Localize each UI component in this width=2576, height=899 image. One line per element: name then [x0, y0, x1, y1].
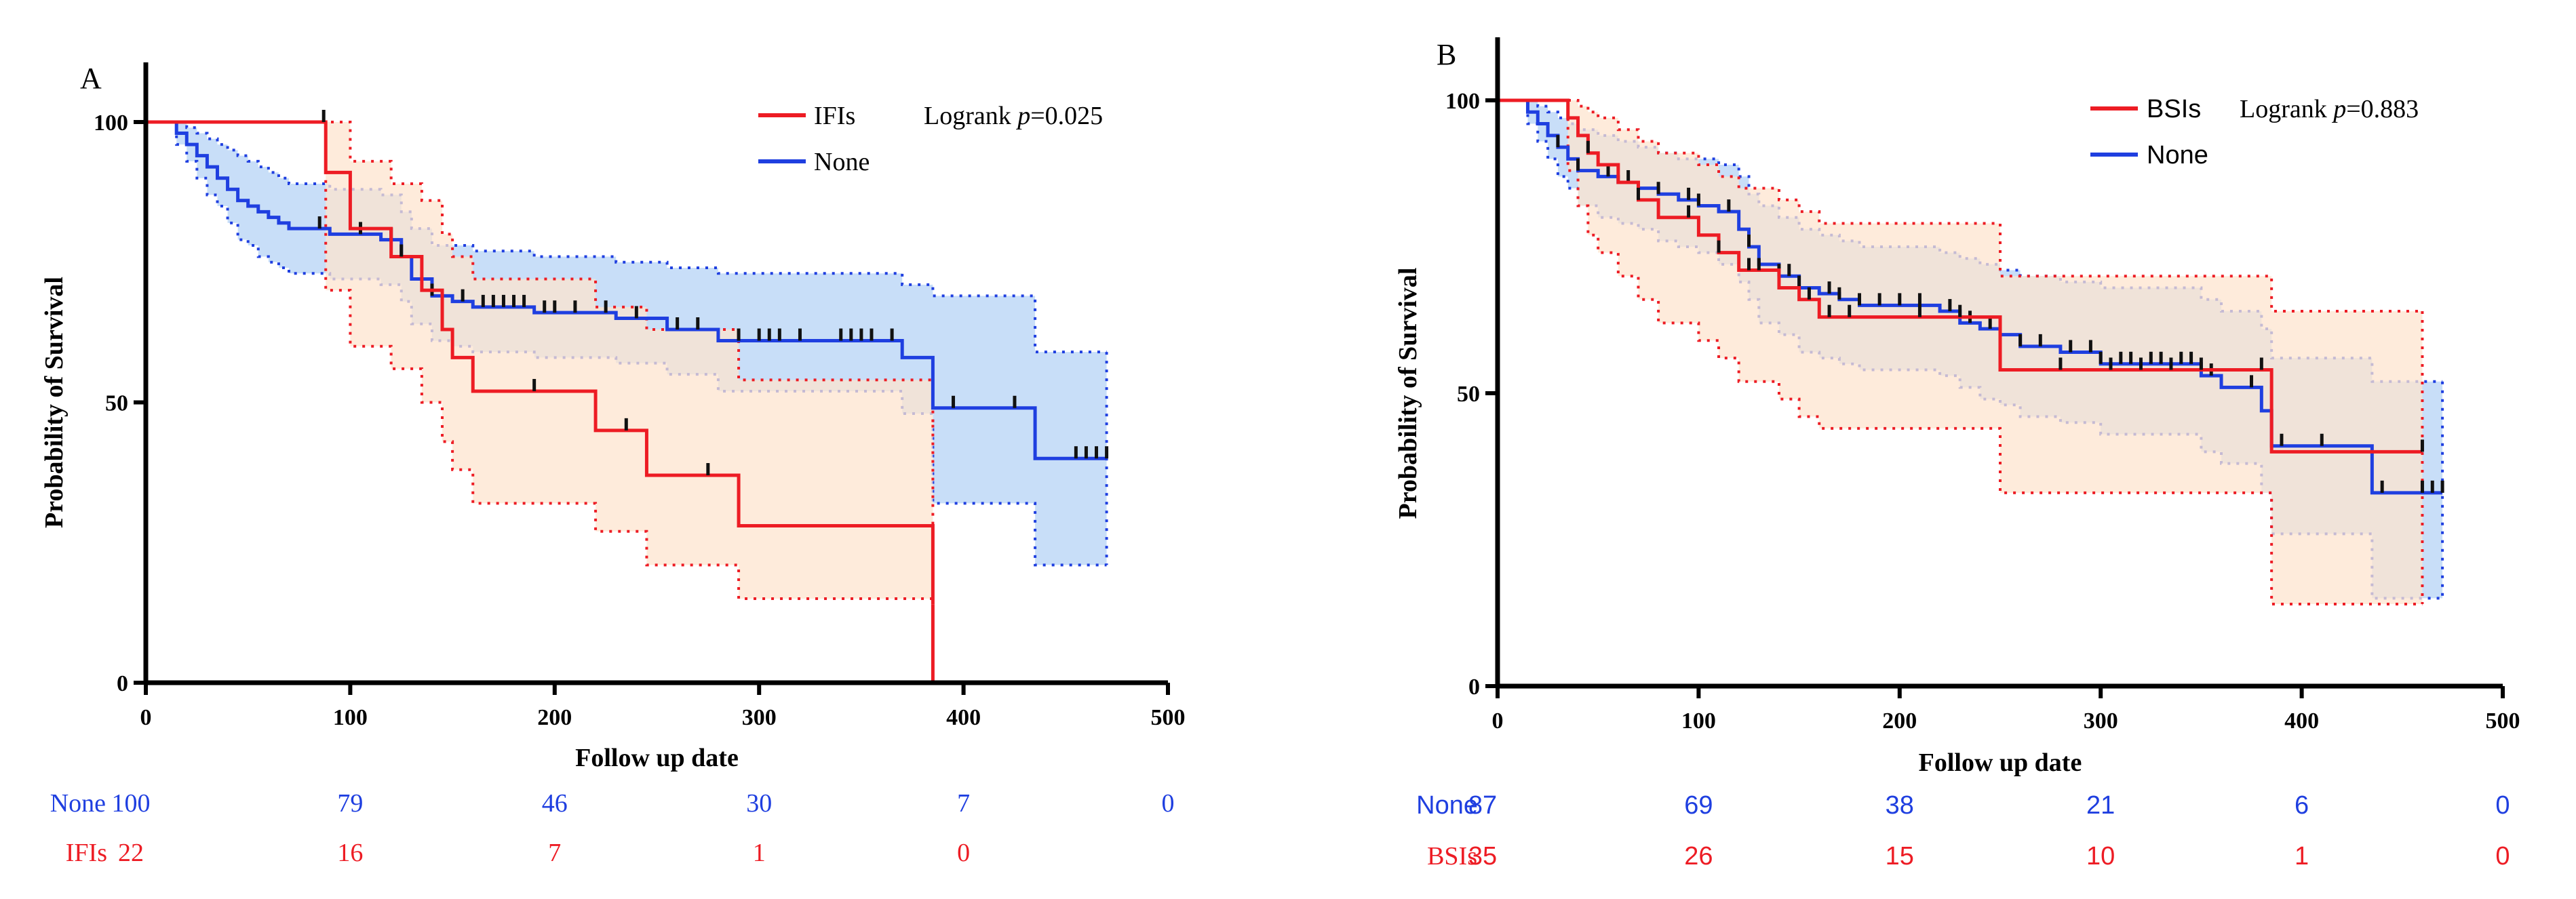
risk-value: 100	[112, 789, 151, 818]
risk-value: 6	[2295, 791, 2309, 820]
risk-value: 0	[2495, 842, 2510, 871]
survival-line-none	[146, 120, 1107, 460]
risk-value: 0	[1162, 789, 1175, 818]
risk-value: 79	[337, 789, 363, 818]
logrank-label: Logrank	[924, 102, 1017, 130]
y-tick-label: 100	[1445, 89, 1480, 114]
logrank-p: p	[1015, 102, 1030, 130]
risk-value: 26	[1684, 842, 1713, 871]
legend-label-none: None	[814, 148, 870, 176]
risk-row-label: None	[1416, 791, 1478, 820]
risk-value: 21	[2086, 791, 2115, 820]
censor-marks-none	[317, 216, 1109, 459]
x-tick-label: 400	[946, 705, 981, 730]
risk-value: 46	[542, 789, 568, 818]
risk-row-label: None	[50, 789, 106, 818]
risk-value: 0	[2495, 791, 2510, 820]
x-tick-label: 300	[742, 705, 777, 730]
survival-line-ifis	[146, 120, 935, 605]
x-axis-title: Follow up date	[1919, 748, 2082, 777]
logrank-annotation: Logrank p=0.883	[2240, 95, 2419, 123]
x-tick-label: 100	[1681, 708, 1716, 734]
censor-marks-bsis	[1586, 140, 2424, 452]
risk-value: 38	[1886, 791, 1914, 820]
legend-label-ifis: IFIs	[814, 102, 855, 130]
risk-value: 30	[746, 789, 772, 818]
ci-band-bsis	[1498, 100, 2423, 605]
y-tick-label: 0	[117, 671, 128, 696]
risk-value: 22	[118, 839, 144, 867]
censor-marks-none	[1556, 135, 2444, 493]
risk-value: 15	[1886, 842, 1914, 871]
risk-table: None 100 79 46 30 7 0 IFIs 22 16 7 1 0	[50, 789, 1175, 867]
legend-label-bsis: BSIs	[2147, 95, 2201, 123]
y-tick-label: 50	[105, 391, 128, 416]
risk-value: 7	[548, 839, 561, 867]
risk-row-label: BSIs	[1427, 842, 1477, 871]
x-tick-label: 500	[2486, 708, 2520, 734]
x-axis-title: Follow up date	[575, 744, 739, 772]
y-axis-title: Probability of Survival	[40, 277, 69, 528]
x-tick-label: 200	[537, 705, 572, 730]
y-axis-title: Probability of Survival	[1394, 268, 1422, 519]
logrank-value: =0.883	[2346, 95, 2419, 123]
x-tick-label: 0	[140, 705, 152, 730]
legend: IFIs None Logrank p=0.025	[758, 102, 1103, 176]
risk-value: 7	[957, 789, 970, 818]
ci-bands	[1498, 99, 2444, 606]
logrank-p: p	[2331, 95, 2346, 123]
legend-label-none: None	[2147, 141, 2208, 169]
ci-bands	[146, 121, 1108, 677]
x-tick-label: 300	[2084, 708, 2118, 734]
risk-value: 87	[1468, 791, 1497, 820]
risk-row-label: IFIs	[66, 839, 107, 867]
censor-marks-ifis	[321, 110, 710, 476]
risk-value: 16	[337, 839, 363, 867]
risk-value: 1	[2295, 842, 2309, 871]
legend: BSIs None Logrank p=0.883	[2090, 95, 2419, 169]
y-tick-label: 0	[1468, 675, 1480, 700]
risk-value: 0	[957, 839, 970, 867]
risk-value: 35	[1468, 842, 1497, 871]
logrank-value: =0.025	[1030, 102, 1103, 130]
x-tick-label: 400	[2284, 708, 2319, 734]
x-tick-label: 200	[1882, 708, 1917, 734]
logrank-annotation: Logrank p=0.025	[924, 102, 1103, 130]
risk-value: 1	[753, 839, 766, 867]
ci-band-ifis	[146, 122, 933, 677]
x-tick-label: 0	[1492, 708, 1504, 734]
ci-upper-bsis	[1498, 99, 2423, 313]
panel-letter: A	[80, 62, 102, 95]
x-tick-label: 100	[333, 705, 368, 730]
y-tick-label: 50	[1457, 382, 1480, 407]
ci-lower-none	[146, 121, 1107, 567]
logrank-label: Logrank	[2240, 95, 2333, 123]
x-tick-label: 500	[1151, 705, 1186, 730]
y-tick-label: 100	[94, 111, 128, 136]
risk-value: 10	[2086, 842, 2115, 871]
panel-letter: B	[1437, 38, 1456, 71]
risk-value: 69	[1684, 791, 1713, 820]
